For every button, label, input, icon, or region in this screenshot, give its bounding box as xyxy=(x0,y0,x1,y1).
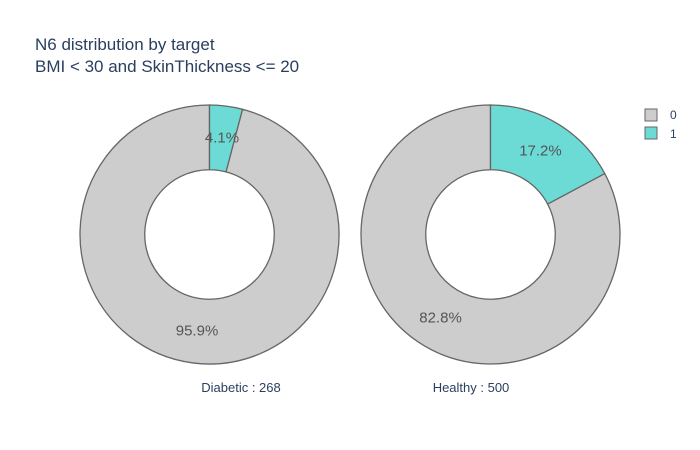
chart-title: N6 distribution by target BMI < 30 and S… xyxy=(35,35,299,76)
pie-healthy-slice-1[interactable] xyxy=(489,104,606,205)
pie-healthy: 82.8% 17.2% xyxy=(360,104,621,365)
pie-healthy-slice-0-label: 82.8% xyxy=(419,309,462,326)
legend-item-1[interactable]: 1 xyxy=(644,126,677,141)
pie-diabetic-label: Diabetic : 268 xyxy=(201,380,281,395)
pie-healthy-label: Healthy : 500 xyxy=(433,380,510,395)
pie-diabetic: 95.9% 4.1% xyxy=(79,104,340,365)
title-line-2: BMI < 30 and SkinThickness <= 20 xyxy=(35,57,299,76)
pie-diabetic-slice-0[interactable] xyxy=(79,104,340,365)
legend-item-0[interactable]: 0 xyxy=(644,108,677,122)
legend: 0 1 xyxy=(644,108,677,141)
pie-healthy-slice-0[interactable] xyxy=(360,104,621,365)
pie-healthy-slice-1-label: 17.2% xyxy=(519,143,562,160)
legend-swatch-1 xyxy=(644,126,658,140)
legend-swatch-0 xyxy=(644,108,658,122)
pie-diabetic-slice-1[interactable] xyxy=(208,104,244,173)
legend-label-1: 1 xyxy=(670,127,677,141)
pie-diabetic-slice-0-label: 95.9% xyxy=(176,322,219,339)
title-line-1: N6 distribution by target xyxy=(35,35,215,54)
pie-diabetic-slice-1-label: 4.1% xyxy=(205,130,239,147)
legend-label-0: 0 xyxy=(670,108,677,122)
